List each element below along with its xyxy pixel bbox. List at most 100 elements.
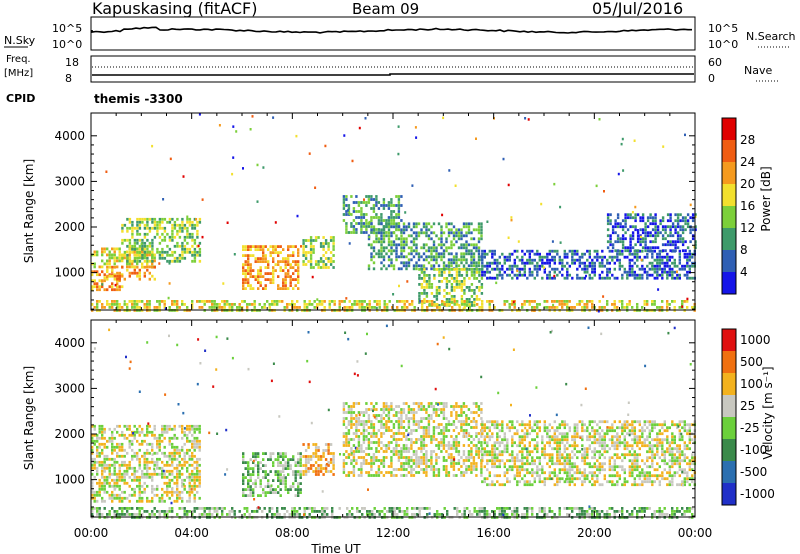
heatmap-cell bbox=[511, 270, 514, 274]
heatmap-cell bbox=[153, 220, 157, 224]
heatmap-cell bbox=[392, 243, 396, 247]
heatmap-cell bbox=[392, 225, 396, 229]
heatmap-cell bbox=[548, 456, 551, 460]
heatmap-cell bbox=[362, 231, 366, 234]
heatmap-cell bbox=[561, 261, 564, 265]
heatmap-cell bbox=[103, 463, 106, 467]
heatmap-cell bbox=[118, 442, 121, 446]
heatmap-cell bbox=[377, 414, 381, 417]
heatmap-cell bbox=[188, 439, 191, 443]
heatmap-cell bbox=[365, 453, 368, 456]
heatmap-cell bbox=[116, 259, 119, 263]
heatmap-cell bbox=[372, 255, 376, 259]
heatmap-cell bbox=[470, 261, 473, 265]
heatmap-cell bbox=[491, 462, 494, 466]
heatmap-cell bbox=[619, 240, 622, 244]
heatmap-cell bbox=[186, 448, 189, 452]
heatmap-cell bbox=[143, 226, 147, 230]
heatmap-cell bbox=[191, 300, 194, 303]
heatmap-cell bbox=[319, 242, 323, 245]
heatmap-cell bbox=[400, 420, 403, 423]
heatmap-cell bbox=[118, 276, 121, 280]
heatmap-cell bbox=[254, 260, 257, 263]
heatmap-cell bbox=[133, 433, 136, 437]
heatmap-cell bbox=[671, 225, 675, 229]
heatmap-cell bbox=[324, 443, 328, 446]
heatmap-cell bbox=[168, 457, 171, 461]
heatmap-cell bbox=[133, 424, 136, 428]
heatmap-cell bbox=[684, 216, 687, 220]
heatmap-cell bbox=[382, 228, 386, 232]
heatmap-cell bbox=[247, 248, 250, 251]
heatmap-cell bbox=[661, 270, 664, 274]
heatmap-cell bbox=[558, 258, 561, 262]
heatmap-cell bbox=[622, 169, 625, 172]
heatmap-cell bbox=[432, 264, 436, 268]
heatmap-cell bbox=[422, 222, 426, 226]
heatmap-cell bbox=[493, 267, 496, 271]
heatmap-cell bbox=[292, 485, 295, 488]
heatmap-cell bbox=[242, 248, 245, 251]
heatmap-cell bbox=[468, 277, 471, 280]
heatmap-cell bbox=[425, 462, 428, 465]
heatmap-cell bbox=[136, 247, 139, 251]
heatmap-cell bbox=[98, 279, 101, 283]
heatmap-cell bbox=[546, 441, 549, 445]
colorbar-tick-label: 20 bbox=[740, 177, 755, 191]
heatmap-cell bbox=[395, 234, 398, 238]
heatmap-cell bbox=[242, 284, 245, 287]
heatmap-cell bbox=[523, 483, 526, 487]
heatmap-cell bbox=[450, 222, 453, 226]
heatmap-cell bbox=[658, 273, 661, 277]
heatmap-cell bbox=[407, 423, 411, 426]
heatmap-cell bbox=[437, 264, 441, 268]
heatmap-cell bbox=[460, 456, 463, 459]
heatmap-cell bbox=[249, 491, 252, 494]
heatmap-cell bbox=[249, 287, 252, 290]
heatmap-cell bbox=[380, 423, 383, 426]
heatmap-cell bbox=[284, 485, 287, 488]
heatmap-cell bbox=[178, 460, 181, 464]
heatmap-cell bbox=[455, 444, 458, 447]
heatmap-cell bbox=[244, 461, 247, 464]
heatmap-cell bbox=[387, 201, 391, 204]
heatmap-cell bbox=[486, 483, 489, 487]
heatmap-cell bbox=[447, 222, 451, 226]
heatmap-cell bbox=[186, 250, 189, 254]
heatmap-cell bbox=[457, 432, 461, 435]
heatmap-cell bbox=[294, 269, 297, 272]
heatmap-cell bbox=[593, 267, 596, 271]
heatmap-cell bbox=[201, 300, 204, 303]
heatmap-cell bbox=[689, 240, 692, 244]
heatmap-cell bbox=[166, 430, 169, 434]
heatmap-cell bbox=[302, 455, 305, 458]
heatmap-cell bbox=[108, 469, 111, 473]
heatmap-cell bbox=[108, 306, 111, 309]
heatmap-cell bbox=[306, 306, 309, 309]
heatmap-cell bbox=[548, 306, 551, 309]
heatmap-cell bbox=[143, 303, 146, 306]
heatmap-cell bbox=[106, 457, 109, 461]
heatmap-cell bbox=[602, 295, 605, 298]
heatmap-cell bbox=[262, 491, 265, 494]
heatmap-cell bbox=[392, 210, 396, 213]
heatmap-cell bbox=[198, 306, 201, 309]
heatmap-cell bbox=[412, 417, 416, 420]
heatmap-cell bbox=[161, 220, 164, 224]
heatmap-cell bbox=[252, 461, 255, 464]
heatmap-cell bbox=[483, 255, 486, 259]
heatmap-cell bbox=[111, 253, 114, 257]
heatmap-cell bbox=[536, 267, 539, 271]
heatmap-cell bbox=[628, 273, 631, 277]
heatmap-cell bbox=[131, 439, 134, 443]
heatmap-cell bbox=[395, 204, 398, 207]
heatmap-cell bbox=[173, 490, 176, 494]
heatmap-cell bbox=[322, 266, 325, 269]
heatmap-cell bbox=[151, 226, 154, 230]
heatmap-cell bbox=[445, 417, 448, 420]
heatmap-cell bbox=[323, 300, 326, 303]
heatmap-cell bbox=[146, 306, 149, 309]
heatmap-cell bbox=[455, 450, 458, 453]
heatmap-cell bbox=[193, 427, 196, 431]
heatmap-cell bbox=[259, 275, 262, 278]
